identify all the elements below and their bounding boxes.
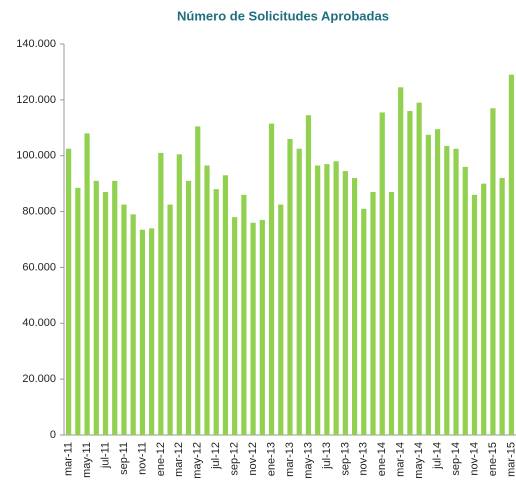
bar bbox=[351, 178, 358, 436]
bar bbox=[425, 134, 431, 435]
bar bbox=[185, 180, 192, 435]
bar bbox=[287, 138, 293, 435]
bar bbox=[75, 187, 81, 435]
bar bbox=[333, 161, 339, 436]
bar bbox=[361, 208, 367, 435]
x-tick-label: sep-14 bbox=[450, 442, 462, 476]
x-tick-label: nov-14 bbox=[468, 442, 480, 476]
chart-title: Número de Solicitudes Aprobadas bbox=[177, 8, 389, 23]
bar bbox=[232, 217, 238, 435]
x-tick-label: sep-12 bbox=[229, 442, 241, 476]
x-tick-label: ene-13 bbox=[265, 442, 277, 476]
y-tick-label: 60.000 bbox=[22, 261, 56, 273]
bar bbox=[407, 111, 413, 436]
bar bbox=[462, 166, 468, 435]
x-tick-label: jul-14 bbox=[431, 442, 443, 470]
bar bbox=[278, 204, 284, 435]
x-tick-label: nov-11 bbox=[136, 442, 148, 475]
bar bbox=[195, 126, 201, 435]
bar bbox=[453, 148, 459, 435]
bar bbox=[296, 148, 302, 435]
bar bbox=[388, 192, 395, 435]
bar bbox=[268, 123, 275, 435]
x-tick-label: mar-14 bbox=[395, 442, 407, 477]
x-tick-label: sep-11 bbox=[118, 442, 130, 475]
bar bbox=[241, 194, 247, 435]
bar bbox=[305, 115, 312, 435]
x-tick-label: ene-14 bbox=[376, 442, 388, 476]
y-tick-label: 100.000 bbox=[16, 150, 56, 162]
bar bbox=[130, 214, 136, 435]
x-tick-label: sep-13 bbox=[339, 442, 351, 476]
x-tick-label: mar-13 bbox=[284, 442, 296, 477]
y-tick-label: 40.000 bbox=[22, 317, 56, 329]
y-tick-label: 0 bbox=[50, 429, 56, 441]
bar bbox=[481, 183, 487, 435]
bar bbox=[471, 194, 478, 435]
x-tick-label: mar-11 bbox=[63, 442, 75, 476]
x-tick-label: jul-13 bbox=[321, 442, 333, 470]
bar bbox=[315, 165, 321, 435]
x-tick-label: may-13 bbox=[302, 442, 314, 479]
bar bbox=[370, 192, 376, 435]
bar bbox=[139, 229, 146, 435]
bar bbox=[434, 129, 441, 436]
x-tick-label: mar-15 bbox=[505, 442, 516, 477]
x-tick-label: may-14 bbox=[413, 442, 425, 479]
bar bbox=[444, 145, 450, 436]
bar bbox=[259, 219, 265, 435]
bar bbox=[213, 189, 219, 435]
x-tick-label: nov-12 bbox=[247, 442, 259, 476]
y-tick-label: 80.000 bbox=[22, 205, 56, 217]
y-tick-label: 140.000 bbox=[16, 38, 56, 50]
y-tick-label: 120.000 bbox=[16, 94, 56, 106]
x-tick-label: may-11 bbox=[81, 442, 93, 478]
bar bbox=[121, 204, 127, 435]
bar bbox=[158, 152, 164, 435]
bar bbox=[222, 175, 229, 435]
x-tick-label: mar-12 bbox=[173, 442, 185, 477]
bar bbox=[112, 180, 118, 435]
x-tick-label: ene-12 bbox=[155, 442, 167, 476]
bar bbox=[250, 222, 256, 435]
x-tick-label: jul-11 bbox=[99, 442, 111, 469]
bar bbox=[508, 74, 514, 435]
bar bbox=[93, 180, 99, 435]
x-tick-label: ene-15 bbox=[487, 442, 499, 476]
bar bbox=[416, 102, 422, 436]
bar bbox=[398, 87, 404, 436]
bar bbox=[66, 148, 72, 435]
bar bbox=[499, 178, 505, 436]
x-tick-label: jul-12 bbox=[210, 442, 222, 470]
bar bbox=[204, 165, 210, 435]
bar bbox=[490, 108, 496, 435]
x-tick-label: may-12 bbox=[192, 442, 204, 479]
bar bbox=[102, 192, 109, 435]
bar bbox=[324, 164, 330, 436]
bar bbox=[379, 112, 385, 436]
y-tick-label: 20.000 bbox=[22, 373, 56, 385]
bar bbox=[342, 171, 348, 435]
bar bbox=[167, 204, 173, 435]
bar bbox=[84, 133, 90, 435]
bar bbox=[149, 228, 155, 435]
x-tick-label: nov-13 bbox=[358, 442, 370, 476]
bar bbox=[176, 154, 182, 435]
